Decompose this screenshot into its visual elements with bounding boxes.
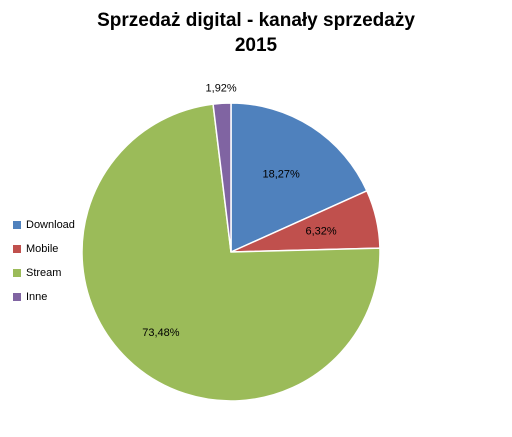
chart-title-line-1: Sprzedaż digital - kanały sprzedaży <box>97 10 415 31</box>
legend-item-mobile: Mobile <box>13 237 75 261</box>
chart-title-line-2: 2015 <box>234 35 278 56</box>
data-label-inne: 1,92% <box>206 82 237 94</box>
legend-item-inne: Inne <box>13 285 75 309</box>
legend-label-mobile: Mobile <box>26 243 59 255</box>
data-label-download: 18,27% <box>263 168 301 180</box>
chart-title: Sprzedaż digital - kanały sprzedaży 2015 <box>0 8 512 58</box>
legend-swatch-mobile <box>13 245 21 253</box>
pie-slice-download <box>230 102 368 254</box>
legend-item-download: Download <box>13 213 75 237</box>
legend-label-download: Download <box>26 219 75 231</box>
data-label-mobile: 6,32% <box>305 225 336 237</box>
legend: Download Mobile Stream Inne <box>13 213 75 309</box>
pie-slice-inne <box>212 102 232 253</box>
legend-label-stream: Stream <box>26 267 62 279</box>
data-label-stream: 73,48% <box>142 327 180 339</box>
legend-item-stream: Stream <box>13 261 75 285</box>
legend-swatch-download <box>13 221 21 229</box>
pie-slice-stream <box>81 103 381 402</box>
legend-swatch-inne <box>13 293 21 301</box>
legend-label-inne: Inne <box>26 291 48 303</box>
legend-swatch-stream <box>13 269 21 277</box>
